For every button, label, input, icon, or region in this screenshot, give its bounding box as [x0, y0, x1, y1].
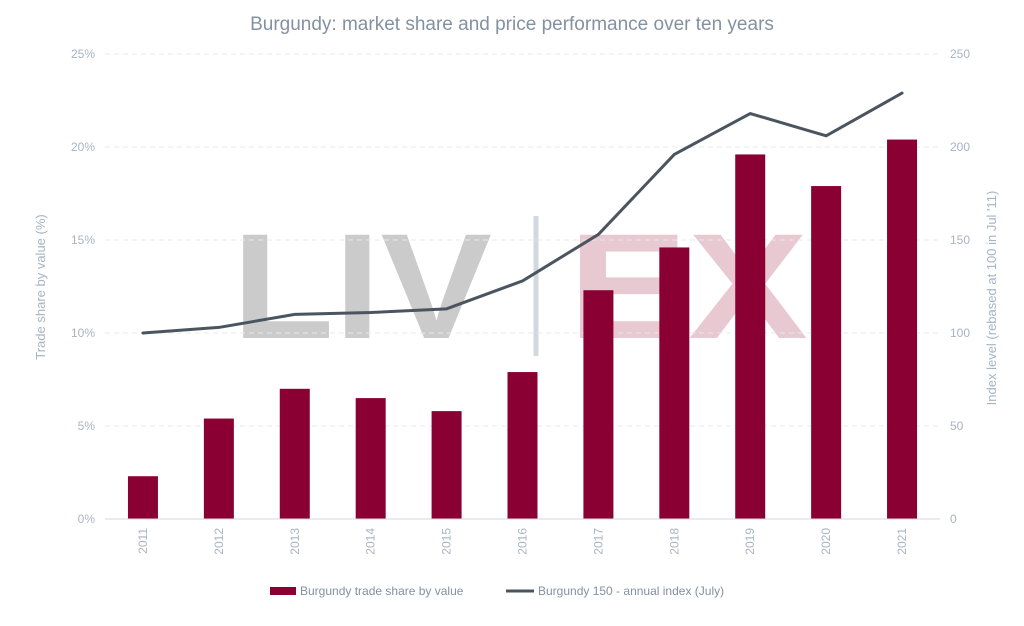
axes: 0% 0 5% 50 10% 100 15% 150 20% 200 25% 250 2011 2012 2…: [71, 47, 970, 555]
y-left-tick-label: 20%: [71, 140, 95, 154]
x-tick-label: 2012: [212, 528, 226, 555]
x-tick-label: 2017: [591, 528, 605, 555]
x-tick-label: 2014: [364, 528, 378, 555]
watermark-left-text: LIV: [232, 202, 492, 370]
bar: [507, 372, 538, 519]
bar: [279, 388, 310, 519]
y-right-tick-label: 150: [950, 233, 970, 247]
bar: [355, 398, 386, 519]
x-tick-label: 2011: [136, 528, 150, 554]
y-left-tick-label: 5%: [78, 419, 96, 433]
x-tick-label: 2020: [819, 528, 833, 555]
bar: [659, 247, 690, 519]
bar-series: [127, 139, 918, 519]
line-series: [141, 91, 904, 335]
y-right-tick-label: 50: [950, 419, 964, 433]
legend-item-line: Burgundy 150 - annual index (July): [506, 584, 724, 598]
y-right-tick-label: 200: [950, 140, 970, 154]
x-tick-label: 2018: [667, 528, 681, 555]
y-axis-right-label: Index level (rebased at 100 in Jul '11): [984, 191, 999, 406]
legend: Burgundy trade share by value Burgundy 1…: [270, 584, 724, 598]
bar: [431, 411, 462, 519]
x-tick-label: 2019: [743, 528, 757, 555]
bar: [735, 154, 766, 519]
x-tick-label: 2016: [516, 528, 530, 555]
bar: [887, 139, 918, 519]
livex-watermark: LIVEX: [232, 202, 808, 370]
legend-item-bar: Burgundy trade share by value: [270, 584, 464, 598]
y-right-tick-label: 100: [950, 326, 970, 340]
legend-label-bar: Burgundy trade share by value: [300, 584, 464, 598]
chart-title: Burgundy: market share and price perform…: [250, 14, 774, 35]
bar: [583, 290, 614, 519]
y-left-tick-label: 15%: [71, 233, 95, 247]
x-tick-label: 2013: [288, 528, 302, 555]
bar: [127, 476, 158, 519]
y-right-tick-label: 0: [950, 512, 957, 526]
x-tick-label: 2021: [895, 528, 909, 555]
y-axis-left-label: Trade share by value (%): [33, 214, 48, 359]
y-left-tick-label: 0%: [78, 512, 96, 526]
y-left-tick-label: 10%: [71, 326, 95, 340]
bar: [203, 418, 234, 519]
legend-swatch-bar: [270, 587, 296, 595]
legend-label-line: Burgundy 150 - annual index (July): [538, 584, 724, 598]
x-tick-label: 2015: [440, 528, 454, 555]
y-left-tick-label: 25%: [71, 47, 95, 61]
y-right-tick-label: 250: [950, 47, 970, 61]
bar: [811, 186, 842, 519]
